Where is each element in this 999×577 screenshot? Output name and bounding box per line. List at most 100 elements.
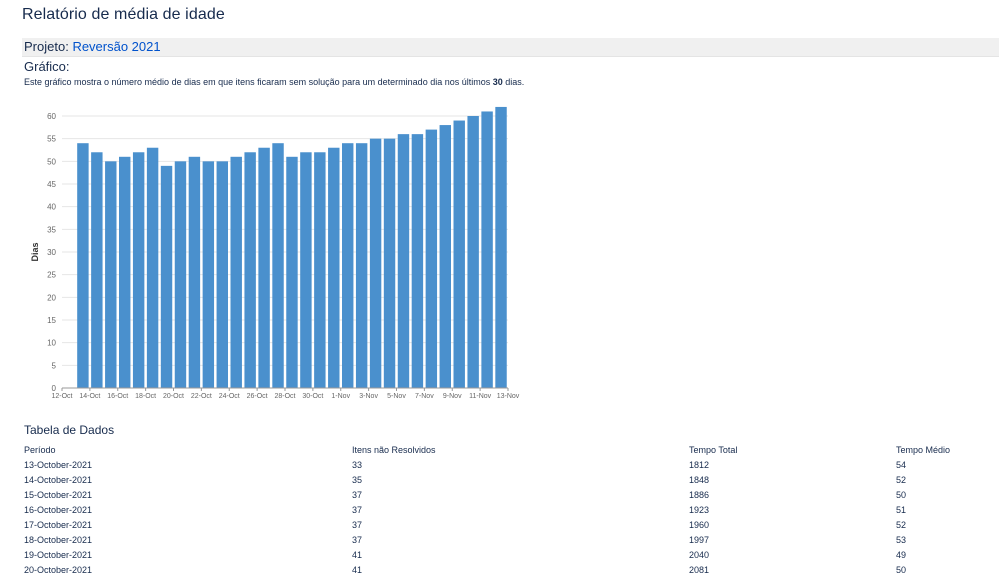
x-tick-label: 11-Nov	[469, 393, 492, 400]
cell-total: 2081	[689, 564, 710, 575]
y-tick-label: 40	[47, 203, 56, 212]
chart-heading: Gráfico:	[24, 59, 70, 74]
bar	[397, 134, 410, 388]
x-tick-label: 1-Nov	[331, 393, 350, 400]
cell-period: 14-October-2021	[24, 474, 93, 485]
x-tick-label: 9-Nov	[443, 393, 462, 400]
cell-average: 50	[896, 489, 907, 500]
bar	[230, 156, 242, 388]
bar	[91, 152, 103, 388]
cell-unresolved: 35	[352, 474, 363, 485]
header-period: Período	[24, 444, 56, 455]
x-tick-label: 18-Oct	[135, 393, 156, 400]
cell-period: 16-October-2021	[24, 504, 93, 515]
x-tick-label: 22-Oct	[191, 393, 212, 400]
cell-total: 1848	[689, 474, 710, 485]
cell-average: 49	[896, 549, 907, 560]
x-tick-label: 20-Oct	[163, 393, 184, 400]
cell-total: 1960	[689, 519, 710, 530]
cell-unresolved: 37	[352, 489, 363, 500]
bar	[272, 143, 284, 388]
y-tick-label: 30	[47, 248, 56, 257]
table-row: 18-October-2021 37 1997 53	[24, 532, 984, 547]
table-row: 13-October-2021 33 1812 54	[24, 457, 984, 472]
data-table-title: Tabela de Dados	[24, 423, 115, 437]
cell-period: 19-October-2021	[24, 549, 93, 560]
description-days: 30	[492, 77, 503, 87]
chart-description: Este gráfico mostra o número médio de di…	[24, 77, 524, 87]
cell-period: 18-October-2021	[24, 534, 93, 545]
cell-average: 50	[896, 564, 907, 575]
bar	[146, 147, 159, 388]
bar	[77, 143, 89, 388]
y-tick-label: 35	[47, 225, 56, 234]
cell-total: 2040	[689, 549, 710, 560]
project-bar: Projeto: Reversão 2021	[22, 38, 999, 57]
bar	[202, 161, 215, 388]
y-tick-label: 60	[47, 112, 56, 121]
bar	[216, 161, 228, 388]
project-link[interactable]: Reversão 2021	[72, 39, 161, 54]
bar	[481, 111, 493, 388]
page-title: Relatório de média de idade	[22, 6, 225, 23]
table-row: 20-October-2021 41 2081 50	[24, 562, 984, 577]
x-tick-label: 24-Oct	[219, 393, 240, 400]
cell-period: 13-October-2021	[24, 459, 93, 470]
y-tick-label: 25	[47, 271, 56, 280]
y-tick-label: 45	[47, 180, 56, 189]
x-tick-label: 3-Nov	[359, 393, 378, 400]
average-age-chart: 0 5 10 15 20 25 30 35 40 45 50 55 60 12-Oct 14-Oct 16-O…	[30, 106, 520, 400]
bar	[342, 143, 354, 388]
bar	[132, 152, 145, 388]
data-table: Período Itens não Resolvidos Tempo Total…	[24, 442, 984, 577]
table-row: 17-October-2021 37 1960 52	[24, 517, 984, 532]
bar	[119, 156, 131, 388]
cell-unresolved: 33	[352, 459, 363, 470]
bar	[174, 161, 187, 388]
bar	[355, 143, 368, 388]
bar	[495, 106, 507, 388]
cell-unresolved: 41	[352, 564, 363, 575]
bar	[453, 120, 465, 389]
bar	[383, 138, 396, 388]
cell-unresolved: 37	[352, 519, 363, 530]
cell-average: 52	[896, 474, 907, 485]
cell-average: 53	[896, 534, 907, 545]
x-tick-label: 26-Oct	[247, 393, 268, 400]
cell-unresolved: 37	[352, 504, 363, 515]
bar	[314, 152, 326, 388]
cell-total: 1886	[689, 489, 710, 500]
cell-period: 17-October-2021	[24, 519, 93, 530]
project-label: Projeto:	[24, 39, 69, 54]
table-header-row: Período Itens não Resolvidos Tempo Total…	[24, 442, 984, 457]
x-tick-label: 5-Nov	[387, 393, 406, 400]
bar	[244, 152, 256, 388]
y-tick-label: 10	[47, 339, 56, 348]
table-row: 15-October-2021 37 1886 50	[24, 487, 984, 502]
y-tick-label: 0	[52, 384, 57, 393]
bar	[439, 125, 451, 389]
cell-total: 1997	[689, 534, 710, 545]
y-tick-label: 55	[47, 135, 56, 144]
y-axis-label: Dias	[30, 242, 40, 261]
x-tick-label: 13-Nov	[497, 393, 520, 400]
cell-total: 1923	[689, 504, 710, 515]
bar	[467, 116, 479, 388]
x-tick-label: 12-Oct	[51, 393, 72, 400]
description-text-before: Este gráfico mostra o número médio de di…	[24, 77, 493, 87]
bar	[425, 129, 438, 388]
description-text-after: dias.	[502, 77, 525, 87]
x-tick-label: 7-Nov	[415, 393, 434, 400]
table-row: 19-October-2021 41 2040 49	[24, 547, 984, 562]
y-tick-label: 15	[47, 316, 56, 325]
cell-average: 54	[896, 459, 907, 470]
cell-average: 51	[896, 504, 907, 515]
bar	[105, 161, 117, 388]
cell-period: 15-October-2021	[24, 489, 93, 500]
cell-total: 1812	[689, 459, 710, 470]
x-tick-label: 30-Oct	[302, 393, 323, 400]
bar	[411, 134, 424, 388]
cell-period: 20-October-2021	[24, 564, 93, 575]
cell-average: 52	[896, 519, 907, 530]
bar	[258, 147, 270, 388]
